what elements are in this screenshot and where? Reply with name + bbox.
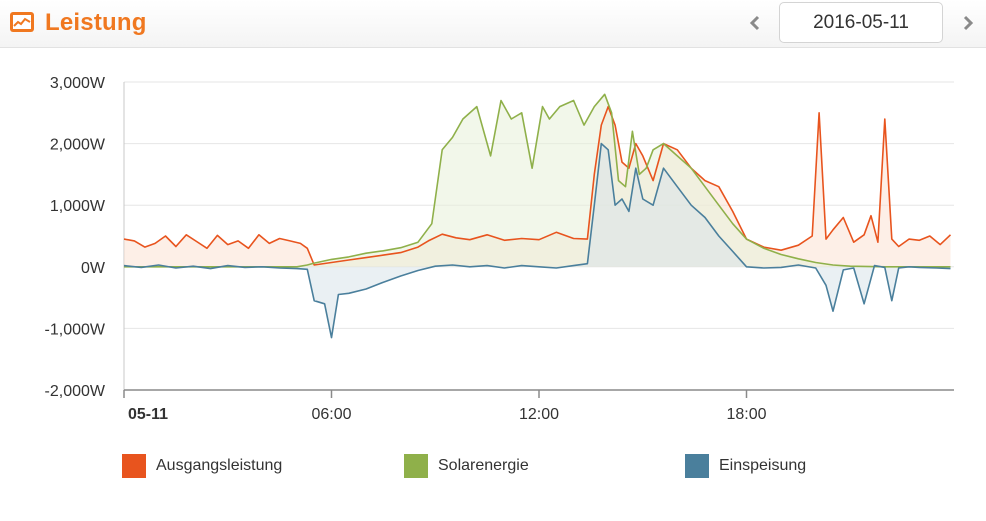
y-tick-label: 3,000W <box>50 75 106 92</box>
series-line-0 <box>123 105 952 266</box>
y-tick-label: 1,000W <box>50 198 106 215</box>
y-tick-label: 0W <box>81 260 106 277</box>
legend-label: Ausgangsleistung <box>156 457 283 474</box>
x-tick-label: 18:00 <box>726 406 766 423</box>
series-area-0 <box>124 106 951 267</box>
y-tick-label: -2,000W <box>45 383 106 400</box>
panel-header: Leistung 2016-05-11 <box>0 0 986 48</box>
y-tick-label: -1,000W <box>45 321 106 338</box>
chevron-right-icon <box>963 15 974 31</box>
x-tick-label: 12:00 <box>519 406 559 423</box>
x-tick-label: 06:00 <box>311 406 351 423</box>
x-tick-label: 05-11 <box>128 406 168 423</box>
series-area-1 <box>124 94 951 267</box>
panel-title: Leistung <box>45 9 147 36</box>
legend-item-solarenergie[interactable]: Solarenergie <box>404 453 529 479</box>
legend-label: Solarenergie <box>438 457 529 474</box>
y-tick-label: 2,000W <box>50 137 106 154</box>
series-line-2 <box>123 142 951 339</box>
date-picker[interactable]: 2016-05-11 <box>779 2 943 43</box>
series-area-2 <box>124 143 951 338</box>
power-chart: 3,000W 2,000W 1,000W 0W -1,000W -2,000W 05-11 0… <box>45 75 954 423</box>
legend-swatch <box>404 454 428 478</box>
previous-day-button[interactable] <box>744 10 766 36</box>
series-line-1 <box>124 93 951 268</box>
legend-item-ausgangsleistung[interactable]: Ausgangsleistung <box>122 453 282 479</box>
next-day-button[interactable] <box>957 10 979 36</box>
chart-icon <box>10 12 34 32</box>
chevron-left-icon <box>749 15 760 31</box>
legend-swatch <box>122 454 146 478</box>
legend-label: Einspeisung <box>719 457 807 474</box>
legend-swatch <box>685 454 709 478</box>
legend-item-einspeisung[interactable]: Einspeisung <box>685 453 806 479</box>
